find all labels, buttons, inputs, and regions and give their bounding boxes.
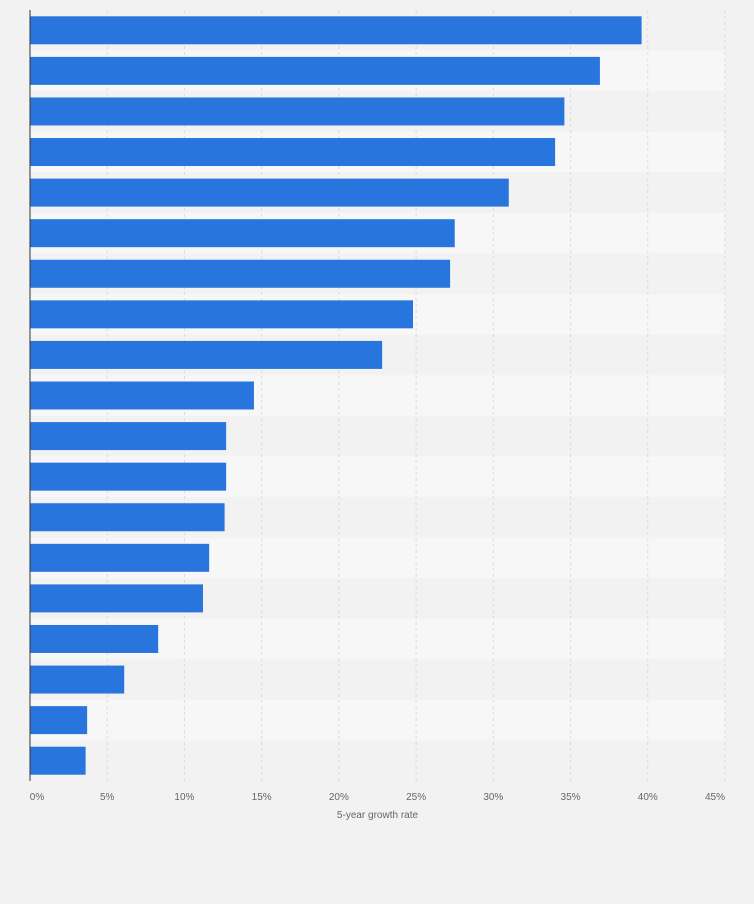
bar[interactable]: [30, 584, 203, 613]
bar[interactable]: [30, 16, 642, 45]
bar[interactable]: [30, 746, 86, 775]
bar[interactable]: [30, 665, 125, 694]
bar[interactable]: [30, 259, 451, 288]
bar[interactable]: [30, 97, 565, 126]
x-tick-label: 0%: [30, 792, 45, 803]
bar[interactable]: [30, 56, 600, 85]
bar[interactable]: [30, 543, 210, 572]
row-band: [30, 699, 725, 741]
x-tick-label: 25%: [406, 792, 426, 803]
x-tick-label: 40%: [638, 792, 658, 803]
bar[interactable]: [30, 462, 227, 491]
bars: [30, 16, 642, 775]
x-tick-label: 5%: [100, 792, 115, 803]
bar[interactable]: [30, 219, 455, 248]
x-tick-label: 10%: [174, 792, 194, 803]
bar[interactable]: [30, 503, 225, 532]
x-tick-label: 15%: [252, 792, 272, 803]
x-axis-label: 5-year growth rate: [337, 810, 419, 821]
bar[interactable]: [30, 300, 414, 329]
row-band: [30, 740, 725, 781]
x-tick-label: 30%: [483, 792, 503, 803]
x-tick-label: 35%: [561, 792, 581, 803]
x-tick-label: 45%: [705, 792, 725, 803]
bar[interactable]: [30, 706, 88, 735]
bar[interactable]: [30, 138, 556, 167]
bar[interactable]: [30, 340, 383, 369]
bar[interactable]: [30, 178, 509, 207]
x-tick-label: 20%: [329, 792, 349, 803]
x-tick-labels: 0% 5% 10% 15% 20% 25% 30% 35% 40% 45%: [30, 792, 725, 803]
bar[interactable]: [30, 381, 254, 410]
bar[interactable]: [30, 624, 159, 653]
row-band: [30, 659, 725, 700]
bar[interactable]: [30, 422, 227, 451]
